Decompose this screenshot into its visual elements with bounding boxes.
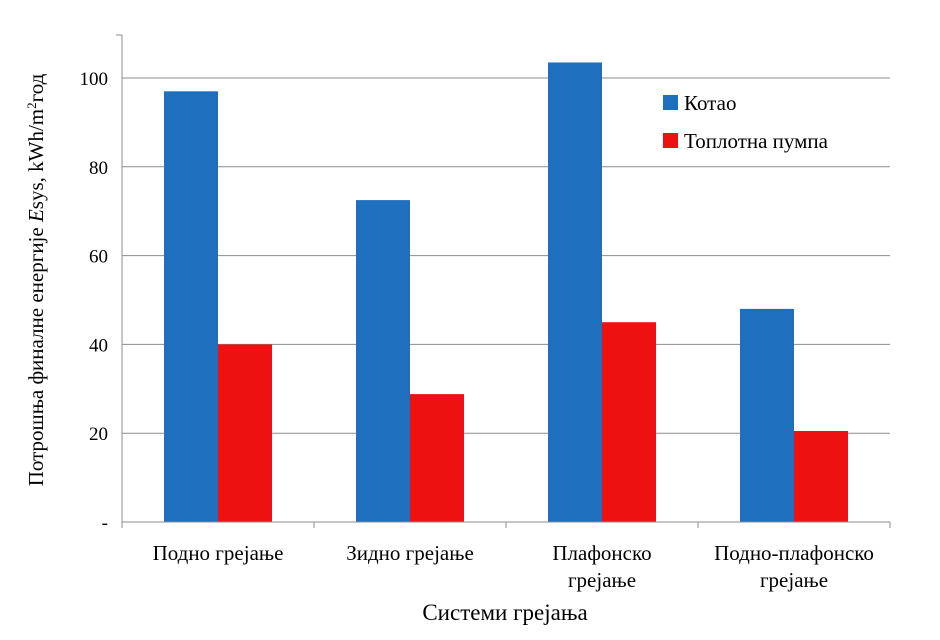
- y-axis-label-sup: 2: [24, 102, 39, 109]
- axes: [116, 34, 891, 528]
- y-tick-label: -: [102, 513, 108, 534]
- x-tick-labels: Подно грејање Зидно грејање Плафонско греја…: [153, 541, 874, 592]
- bar-toplotna-pumpa: [410, 394, 464, 522]
- bar-kotao: [548, 62, 602, 523]
- bar-kotao: [740, 308, 794, 522]
- y-tick-labels: - 20 40 60 80 100: [80, 69, 109, 534]
- x-tick-label: Зидно грејање: [346, 541, 474, 565]
- bar-kotao: [356, 200, 410, 522]
- x-tick-label: Плафонско: [552, 541, 651, 565]
- y-tick-label: 60: [89, 247, 108, 268]
- legend: Котао Топлотна пумпа: [663, 91, 829, 153]
- legend-swatch: [663, 133, 678, 148]
- y-axis-label-suffix: год: [24, 73, 48, 102]
- x-tick-label: Подно грејање: [153, 541, 284, 565]
- x-tick-label: грејање: [568, 568, 636, 592]
- bar-toplotna-pumpa: [218, 344, 272, 522]
- y-axis-label-italic: E: [24, 209, 48, 223]
- legend-label: Топлотна пумпа: [684, 129, 829, 153]
- bar-toplotna-pumpa: [794, 430, 848, 522]
- bars: [164, 62, 848, 523]
- y-axis-label-prefix: Потрошња финалне енергије: [24, 222, 48, 486]
- legend-label: Котао: [684, 91, 736, 115]
- y-axis-label-mid: sys, kWh/m: [24, 109, 48, 209]
- x-tick-label: Подно-плафонско: [714, 541, 874, 565]
- y-tick-label: 100: [80, 69, 109, 90]
- legend-swatch: [663, 95, 678, 110]
- x-tick-label: грејање: [760, 568, 828, 592]
- y-tick-label: 40: [89, 335, 108, 356]
- y-axis-label: Потрошња финалне енергије Esys, kWh/m2го…: [24, 73, 49, 486]
- x-axis-label: Системи грејања: [422, 600, 587, 625]
- bar-toplotna-pumpa: [602, 322, 656, 522]
- bar-kotao: [164, 91, 218, 522]
- y-tick-label: 20: [89, 424, 108, 445]
- y-tick-label: 80: [89, 158, 108, 179]
